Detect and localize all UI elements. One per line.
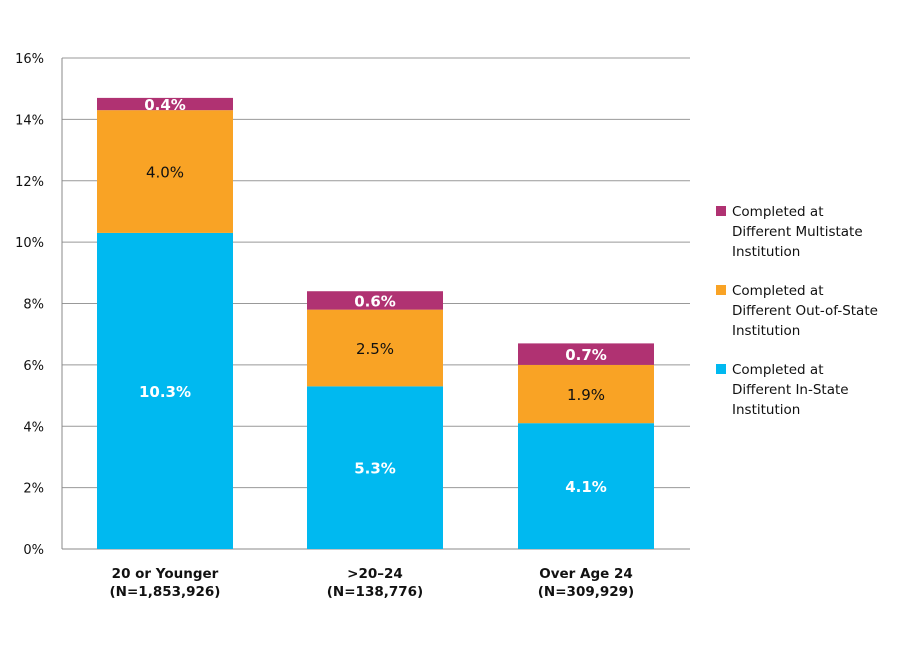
legend-label: Different In-State	[732, 382, 849, 398]
x-tick-label: 20 or Younger	[112, 566, 219, 582]
legend-label: Institution	[732, 323, 801, 339]
bar-segment	[518, 343, 654, 365]
data-label: 0.7%	[565, 346, 607, 364]
legend-swatch	[716, 206, 726, 216]
x-tick-label: (N=309,929)	[538, 584, 634, 600]
legend: Completed at Different Multistate Institut…	[716, 202, 896, 439]
y-tick-label: 0%	[23, 543, 44, 558]
bar-segment	[518, 364, 654, 424]
legend-swatch	[716, 364, 726, 374]
y-tick-label: 10%	[15, 236, 44, 251]
data-label: 4.1%	[565, 478, 607, 496]
bar-segment	[97, 232, 233, 549]
legend-item: Completed at Different In-State Institutio…	[716, 360, 896, 420]
y-tick-label: 2%	[23, 482, 44, 497]
bar-segment	[307, 309, 443, 387]
legend-label: Completed at	[732, 204, 824, 220]
x-tick-label: (N=1,853,926)	[110, 584, 221, 600]
bar-segment	[518, 423, 654, 549]
legend-swatch	[716, 285, 726, 295]
bar-segment	[307, 386, 443, 549]
y-tick-label: 16%	[15, 52, 44, 67]
bar-segment	[97, 110, 233, 233]
x-tick-label: (N=138,776)	[327, 584, 423, 600]
legend-item: Completed at Different Multistate Institut…	[716, 202, 896, 262]
legend-item: Completed at Different Out-of-State Instit…	[716, 281, 896, 341]
y-tick-label: 4%	[23, 420, 44, 435]
data-label: 0.4%	[144, 96, 186, 114]
data-label: 1.9%	[567, 386, 605, 404]
legend-label: Institution	[732, 402, 801, 418]
legend-label: Completed at	[732, 283, 824, 299]
legend-label: Completed at	[732, 362, 824, 378]
data-label: 0.6%	[354, 292, 396, 310]
data-label: 2.5%	[356, 340, 394, 358]
x-tick-label: >20–24	[347, 566, 403, 582]
bar-segment	[307, 291, 443, 310]
legend-label: Institution	[732, 244, 801, 260]
y-tick-label: 6%	[23, 359, 44, 374]
y-tick-label: 8%	[23, 298, 44, 313]
data-label: 10.3%	[139, 383, 191, 401]
legend-label: Different Out-of-State	[732, 303, 878, 319]
data-label: 5.3%	[354, 460, 396, 478]
legend-label: Different Multistate	[732, 224, 863, 240]
y-tick-label: 14%	[15, 113, 44, 128]
y-tick-label: 12%	[15, 175, 44, 190]
x-tick-label: Over Age 24	[539, 566, 633, 582]
data-label: 4.0%	[146, 164, 184, 182]
bar-segment	[97, 97, 233, 111]
